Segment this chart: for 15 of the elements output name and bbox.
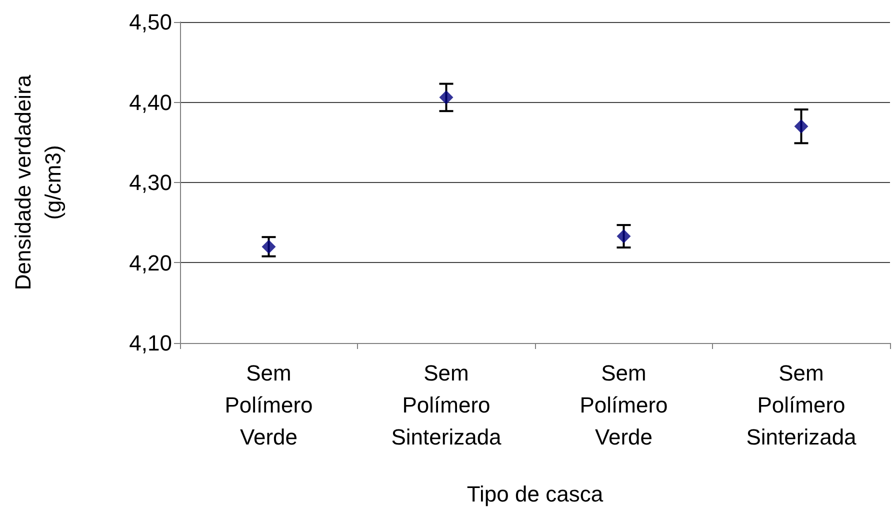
y-tick-label: 4,30 [129,170,172,195]
x-tick-label: Sem Polímero Verde [580,360,668,450]
y-tick-label: 4,50 [129,10,172,34]
y-tick-label: 4,40 [129,90,172,115]
x-tick-label: Sem Polímero Verde [224,360,313,450]
y-tick-label: 4,20 [129,250,172,276]
point [616,229,631,244]
point [262,240,276,254]
x-tick-label: Sem Polímero Sinterizada [391,360,502,450]
y-tick-label: 4,10 [129,330,172,356]
x-tick-label: Sem Polímero Sinterizada [746,360,858,450]
y-axis-title: Densidade verdadeira (g/cm3) [10,74,66,290]
point [439,90,454,104]
point [794,119,808,134]
x-axis-title: Tipo de casca [466,482,604,506]
